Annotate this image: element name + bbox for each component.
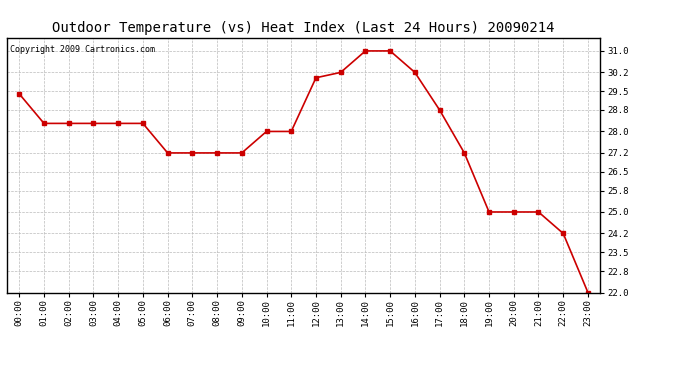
Title: Outdoor Temperature (vs) Heat Index (Last 24 Hours) 20090214: Outdoor Temperature (vs) Heat Index (Las… (52, 21, 555, 35)
Text: Copyright 2009 Cartronics.com: Copyright 2009 Cartronics.com (10, 45, 155, 54)
